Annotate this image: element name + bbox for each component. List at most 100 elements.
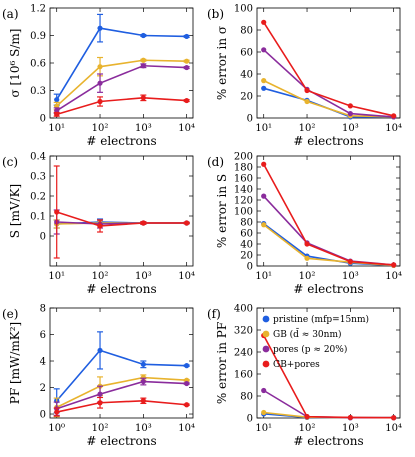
x-tick-label: 10¹ <box>255 271 272 282</box>
chart-panel-c: 10¹ 10² 10³ 10⁴ 0 0.1 0.2 0.3 0.4 # electrons S [m… <box>2 152 195 297</box>
data-point-pristine <box>97 347 103 354</box>
x-tick-label: 10⁴ <box>178 271 195 282</box>
series-gbpores <box>53 396 190 417</box>
y-axis-label: % error in S <box>215 174 229 248</box>
panel-label: (c) <box>2 155 18 169</box>
x-tick-label: 10³ <box>342 123 359 134</box>
plot-frame <box>256 7 401 119</box>
data-point-gbpores <box>304 241 310 247</box>
x-tick-label: 10³ <box>135 123 152 134</box>
series-line-gb <box>56 59 187 107</box>
data-point-gbpores <box>184 97 190 104</box>
y-tick-label: 0.4 <box>30 152 46 163</box>
data-point-gb <box>304 98 310 105</box>
data-point-gbpores <box>97 400 103 406</box>
y-tick-label: 0.6 <box>30 59 46 70</box>
y-tick-label: 0 <box>247 414 253 425</box>
legend-label-pores: pores (p ≈ 20%) <box>273 344 347 355</box>
y-tick-label: 40 <box>240 240 253 251</box>
y-tick-label: 400 <box>234 304 253 315</box>
series-gb <box>53 56 190 111</box>
x-tick-label: 10⁴ <box>385 123 402 134</box>
series-pores <box>261 193 397 268</box>
series-line-pores <box>263 49 394 118</box>
data-point-pristine <box>184 363 190 369</box>
x-tick-label: 10⁴ <box>385 423 402 434</box>
data-point-gbpores <box>391 113 397 119</box>
series-line-pristine <box>56 27 187 101</box>
y-tick-label: 60 <box>240 229 253 240</box>
data-point-gbpores <box>304 87 310 94</box>
y-tick-label: 240 <box>234 348 253 359</box>
data-point-gbpores <box>391 415 397 421</box>
y-tick-label: 0.1 <box>30 212 46 223</box>
data-point-gbpores <box>184 402 190 408</box>
series-line-pristine <box>263 223 394 267</box>
series-line-pores <box>263 389 394 419</box>
series-gbpores <box>53 94 190 117</box>
series-pristine <box>261 411 397 421</box>
x-axis-label: # electrons <box>86 434 156 448</box>
series-gb <box>261 409 397 421</box>
y-tick-label: 200 <box>234 152 253 163</box>
y-tick-label: 180 <box>234 163 253 174</box>
y-tick-label: 160 <box>234 174 253 185</box>
data-point-gbpores <box>97 98 103 105</box>
series-pristine <box>53 331 190 414</box>
y-axis-label: % error in σ <box>215 26 229 100</box>
x-axis-label: # electrons <box>86 282 156 296</box>
series-line-gbpores <box>263 335 394 419</box>
legend-label-gb: GB (d̄ ≈ 30nm) <box>273 328 342 340</box>
y-tick-label: 60 <box>240 48 253 59</box>
data-point-gbpores <box>391 262 397 268</box>
series-gbpores <box>261 19 397 119</box>
y-axis-label: PF [mW/mK²] <box>8 322 22 405</box>
y-axis-label: S [mV/K] <box>8 184 22 238</box>
panel-label: (b) <box>207 7 224 21</box>
chart-panel-e: 10⁰ 10² 10³ 10⁴ 0 2 4 6 8 # electrons PF [mW/mK²](… <box>2 304 195 449</box>
data-point-gbpores <box>140 398 146 404</box>
data-point-gb <box>304 255 310 261</box>
data-point-gbpores <box>347 103 353 109</box>
data-point-pristine <box>184 33 190 40</box>
data-point-gbpores <box>261 19 267 25</box>
y-tick-label: 160 <box>234 370 253 381</box>
legend-marker-pores <box>262 345 270 353</box>
data-point-gb <box>140 57 146 63</box>
x-tick-label: 10⁴ <box>385 271 402 282</box>
data-point-gbpores <box>97 223 103 229</box>
y-tick-label: 0 <box>40 410 46 421</box>
y-tick-label: 6 <box>40 330 46 341</box>
y-tick-label: 140 <box>234 185 253 196</box>
y-tick-label: 8 <box>40 304 46 315</box>
x-tick-label: 10³ <box>135 423 152 434</box>
panel-label: (e) <box>2 307 18 321</box>
series-pores <box>53 377 190 416</box>
x-tick-label: 10² <box>92 271 109 282</box>
series-line-pristine <box>263 87 394 118</box>
data-point-pores <box>261 193 267 199</box>
panel-label: (f) <box>207 307 221 321</box>
x-tick-label: 10¹ <box>48 271 65 282</box>
chart-panel-b: 10¹ 10² 10³ 10⁴ 0 20 40 60 80 100 # electrons % err… <box>207 4 402 149</box>
x-tick-label: 10¹ <box>255 123 272 134</box>
data-point-gb <box>97 64 103 70</box>
x-axis-label: # electrons <box>86 134 156 148</box>
x-tick-label: 10² <box>299 123 316 134</box>
series-gb <box>261 222 397 269</box>
data-point-gbpores <box>184 220 190 226</box>
data-point-pristine <box>54 97 60 103</box>
data-point-pores <box>261 387 267 394</box>
x-tick-label: 10² <box>92 423 109 434</box>
x-tick-label: 10⁰ <box>48 423 65 434</box>
y-tick-label: 0 <box>247 262 253 273</box>
plot-frame <box>49 155 194 267</box>
legend-label-pristine: pristine (mfp=15nm) <box>273 314 369 325</box>
chart-panel-f: 10¹ 10² 10³ 10⁴ 0 80 160 240 320 400 # electrons % … <box>207 304 402 449</box>
series-pristine <box>261 85 397 120</box>
data-point-gbpores <box>54 409 60 415</box>
y-tick-label: 80 <box>240 218 253 229</box>
data-point-pores <box>347 111 353 117</box>
data-point-gbpores <box>347 259 353 265</box>
data-point-gb <box>140 374 146 381</box>
